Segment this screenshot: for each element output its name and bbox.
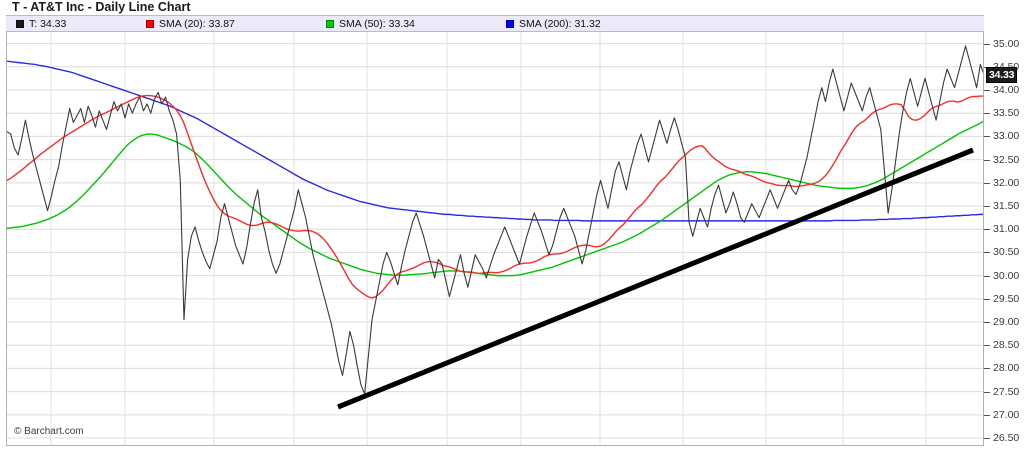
sma200-legend-swatch-icon	[506, 19, 514, 28]
sma200-legend-text: SMA (200): 31.32	[519, 17, 601, 30]
sma50-legend[interactable]: SMA (50): 33.34	[326, 18, 415, 30]
series-line-t	[7, 45, 983, 395]
y-tick-label: 33.50	[993, 107, 1020, 120]
plot-area	[6, 32, 984, 446]
price-legend[interactable]: T: 34.33	[16, 18, 66, 30]
y-tick-mark	[984, 252, 990, 254]
price-legend-swatch-icon	[16, 19, 24, 28]
sma200-legend[interactable]: SMA (200): 31.32	[506, 18, 601, 30]
series-line-sma-50	[7, 120, 983, 277]
series-layer	[7, 45, 983, 395]
y-tick-label: 30.00	[993, 269, 1020, 282]
y-tick-label: 31.00	[993, 223, 1020, 236]
y-tick-label: 26.50	[993, 432, 1020, 445]
y-tick-label: 30.50	[993, 246, 1020, 259]
y-tick-label: 29.00	[993, 316, 1020, 329]
y-tick-label: 29.50	[993, 292, 1020, 305]
y-tick-mark	[984, 368, 990, 370]
y-tick-mark	[984, 159, 990, 161]
y-axis[interactable]: 35.0034.5034.0033.5033.0032.5032.0031.50…	[984, 32, 1024, 446]
sma50-legend-swatch-icon	[326, 19, 334, 28]
series-line-sma-200	[7, 60, 983, 222]
sma20-legend-text: SMA (20): 33.87	[159, 17, 235, 30]
y-tick-mark	[984, 391, 990, 393]
chart-canvas	[7, 32, 983, 445]
y-tick-mark	[984, 206, 990, 208]
sma50-legend-text: SMA (50): 33.34	[339, 17, 415, 30]
price-legend-text: T: 34.33	[29, 17, 67, 30]
sma20-legend-swatch-icon	[146, 19, 154, 28]
page-title: T - AT&T Inc - Daily Line Chart	[12, 0, 191, 14]
y-tick-label: 27.00	[993, 408, 1020, 421]
sma20-legend[interactable]: SMA (20): 33.87	[146, 18, 235, 30]
y-tick-label: 33.00	[993, 130, 1020, 143]
y-tick-mark	[984, 182, 990, 184]
y-tick-label: 32.00	[993, 176, 1020, 189]
y-tick-label: 35.00	[993, 37, 1020, 50]
y-tick-mark	[984, 229, 990, 231]
y-tick-mark	[984, 136, 990, 138]
y-tick-mark	[984, 414, 990, 416]
series-line-sma-20	[7, 94, 983, 299]
y-tick-label: 32.50	[993, 153, 1020, 166]
y-tick-mark	[984, 345, 990, 347]
y-tick-label: 34.00	[993, 84, 1020, 96]
last-price-tag: 34.33	[986, 66, 1018, 83]
y-tick-mark	[984, 113, 990, 115]
uptrend-line[interactable]	[337, 147, 974, 410]
y-tick-mark	[984, 438, 990, 440]
y-tick-label: 27.50	[993, 385, 1020, 398]
attribution-watermark: © Barchart.com	[14, 426, 84, 437]
chart-legend: T: 34.33 SMA (20): 33.87 SMA (50): 33.34 SM…	[6, 15, 984, 32]
y-tick-mark	[984, 275, 990, 277]
annotations-layer	[337, 147, 974, 410]
y-tick-label: 28.00	[993, 362, 1020, 375]
y-tick-mark	[984, 298, 990, 300]
y-tick-label: 28.50	[993, 339, 1020, 352]
y-tick-label: 31.50	[993, 200, 1020, 213]
y-tick-mark	[984, 322, 990, 324]
y-tick-mark	[984, 43, 990, 45]
y-tick-mark	[984, 90, 990, 91]
